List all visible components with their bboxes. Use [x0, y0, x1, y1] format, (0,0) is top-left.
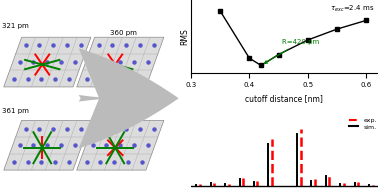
X-axis label: cutoff distance [nm]: cutoff distance [nm] — [245, 94, 323, 103]
Text: $\tau_{exc}$=2.4 ms: $\tau_{exc}$=2.4 ms — [330, 4, 374, 14]
Text: 361 pm: 361 pm — [2, 108, 29, 114]
Polygon shape — [77, 120, 164, 170]
Polygon shape — [4, 37, 91, 87]
Text: 420 pm: 420 pm — [110, 115, 137, 121]
Text: 360 pm: 360 pm — [110, 30, 137, 36]
Legend: exp., sim.: exp., sim. — [349, 118, 377, 129]
Y-axis label: RMS: RMS — [180, 28, 189, 45]
FancyArrowPatch shape — [79, 48, 179, 148]
Text: R=420 pm: R=420 pm — [265, 39, 319, 63]
Text: 321 pm: 321 pm — [2, 23, 29, 29]
Polygon shape — [4, 120, 91, 170]
Polygon shape — [77, 37, 164, 87]
